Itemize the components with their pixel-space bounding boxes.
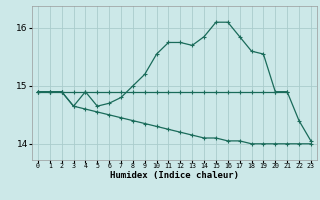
X-axis label: Humidex (Indice chaleur): Humidex (Indice chaleur) [110,171,239,180]
